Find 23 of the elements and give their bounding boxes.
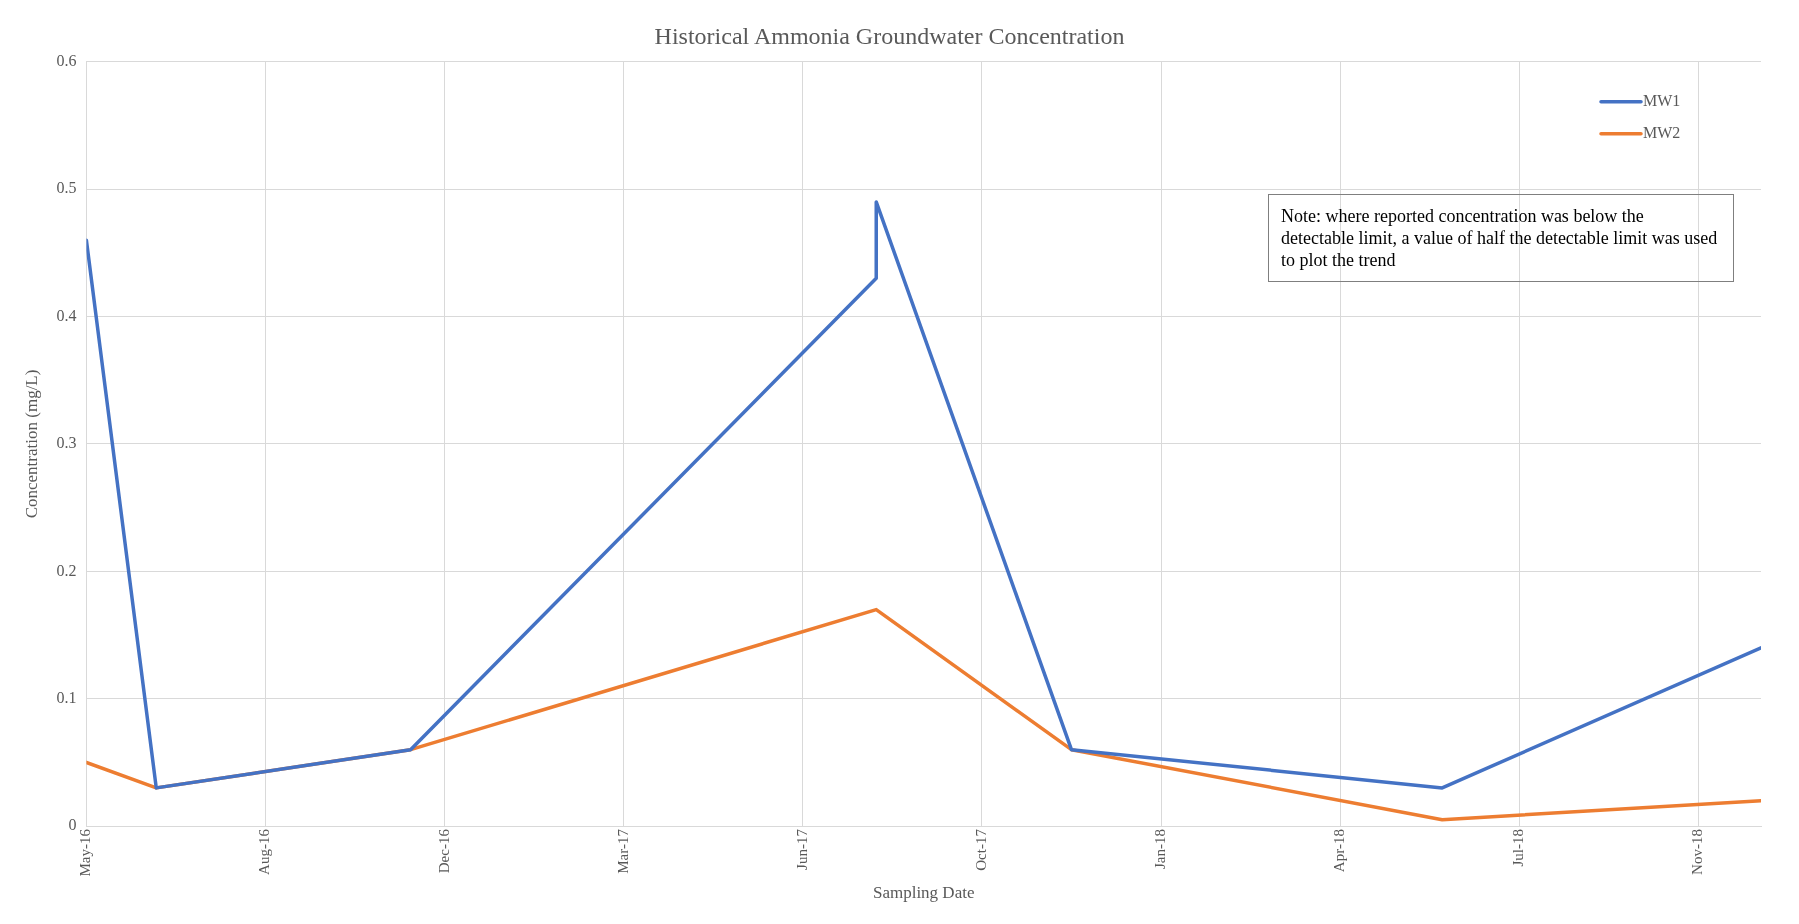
y-tick-label: 0.4 [56,306,77,324]
legend-label: MW1 [1643,92,1681,109]
y-tick-label: 0.2 [56,561,77,579]
x-tick-label: Nov-18 [1689,829,1706,875]
y-tick-label: 0.6 [56,52,77,69]
x-tick-label: Mar-17 [614,828,631,874]
x-tick-label: Jan-18 [1151,829,1168,870]
y-tick-label: 0.5 [56,179,77,197]
x-tick-label: Jun-17 [793,828,810,870]
y-tick-label: 0.3 [56,434,77,452]
x-tick-label: Jul-18 [1510,829,1527,867]
x-tick-label: May-16 [77,828,94,877]
x-tick-label: Oct-17 [972,828,989,871]
chart-title: Historical Ammonia Groundwater Concentration [654,22,1125,49]
y-axis-title: Concentration (mg/L) [21,369,41,519]
x-tick-label: Apr-18 [1331,829,1348,873]
x-tick-label: Aug-16 [256,828,273,875]
y-tick-label: 0 [68,816,77,834]
legend-label: MW2 [1643,124,1681,141]
annotation: Note: where reported concentration was below the detectable limit, a value of half the detectable limit was used to plot the trend [1268,194,1734,282]
x-axis-title: Sampling Date [872,883,975,903]
y-tick-label: 0.1 [56,688,77,706]
x-tick-label: Dec-16 [435,828,452,874]
